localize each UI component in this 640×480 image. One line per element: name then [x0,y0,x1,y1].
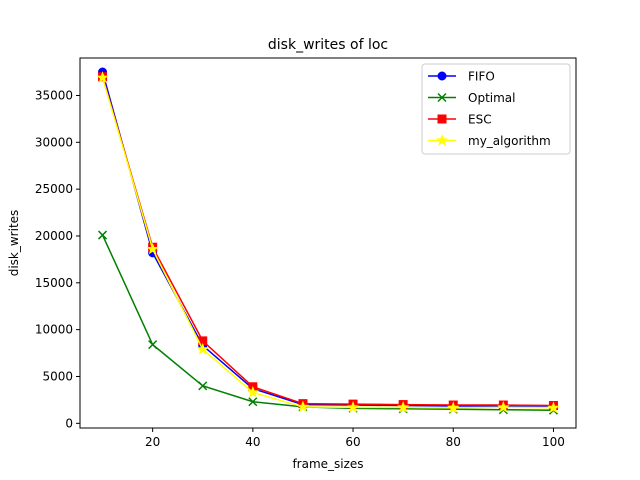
legend-label-esc: ESC [468,113,492,127]
legend-label-my-algorithm: my_algorithm [468,134,551,148]
data-point-optimal [198,381,208,391]
series-my-algorithm [96,71,560,414]
y-tick-label: 30000 [35,135,73,149]
y-tick-label: 15000 [35,276,73,290]
data-point-my-algorithm [296,400,310,413]
y-axis-label: disk_writes [7,210,21,277]
y-axis: 0 5000 10000 15000 20000 25000 30000 35000 [35,88,80,430]
x-tick-label: 40 [245,435,260,449]
legend-label-fifo: FIFO [468,70,495,84]
y-tick-label: 0 [65,416,73,430]
x-tick-label: 80 [446,435,461,449]
series-line-esc [101,76,554,407]
legend: FIFO Optimal ESC my_algorithm [421,63,571,155]
x-tick-label: 20 [145,435,160,449]
y-tick-label: 35000 [35,88,73,102]
legend-marker-fifo [437,71,447,81]
x-axis: 20 40 60 80 100 [145,428,565,449]
legend-label-optimal: Optimal [468,91,515,105]
data-point-my-algorithm [96,71,109,83]
x-tick-label: 60 [345,435,360,449]
legend-entry-esc: ESC [428,113,492,127]
y-tick-label: 20000 [35,229,73,243]
legend-entry-optimal: Optimal [428,91,515,105]
data-point-my-algorithm [497,400,510,413]
series-line-my-algorithm [101,77,554,409]
plot-area [96,67,560,415]
y-tick-label: 5000 [42,369,73,383]
legend-marker-esc [437,114,447,124]
legend-entry-fifo: FIFO [428,70,495,84]
x-tick-label: 100 [542,435,565,449]
data-point-optimal [148,340,158,350]
data-point-my-algorithm [146,242,159,255]
x-axis-label: frame_sizes [292,457,363,471]
data-point-my-algorithm [196,342,209,355]
chart-title: disk_writes of loc [268,37,388,53]
data-point-optimal [98,230,108,240]
data-point-my-algorithm [397,400,410,413]
data-point-my-algorithm [447,401,460,414]
data-point-optimal [248,397,258,407]
y-tick-label: 10000 [35,323,73,337]
data-point-my-algorithm [346,400,360,413]
legend-entry-my-algorithm: my_algorithm [428,134,551,148]
y-tick-label: 25000 [35,182,73,196]
legend-box [421,63,571,155]
legend-marker-my-algorithm [435,134,449,146]
axes-frame [79,57,577,429]
data-point-my-algorithm [547,401,560,414]
legend-marker-optimal [437,92,447,103]
data-point-my-algorithm [246,385,259,398]
